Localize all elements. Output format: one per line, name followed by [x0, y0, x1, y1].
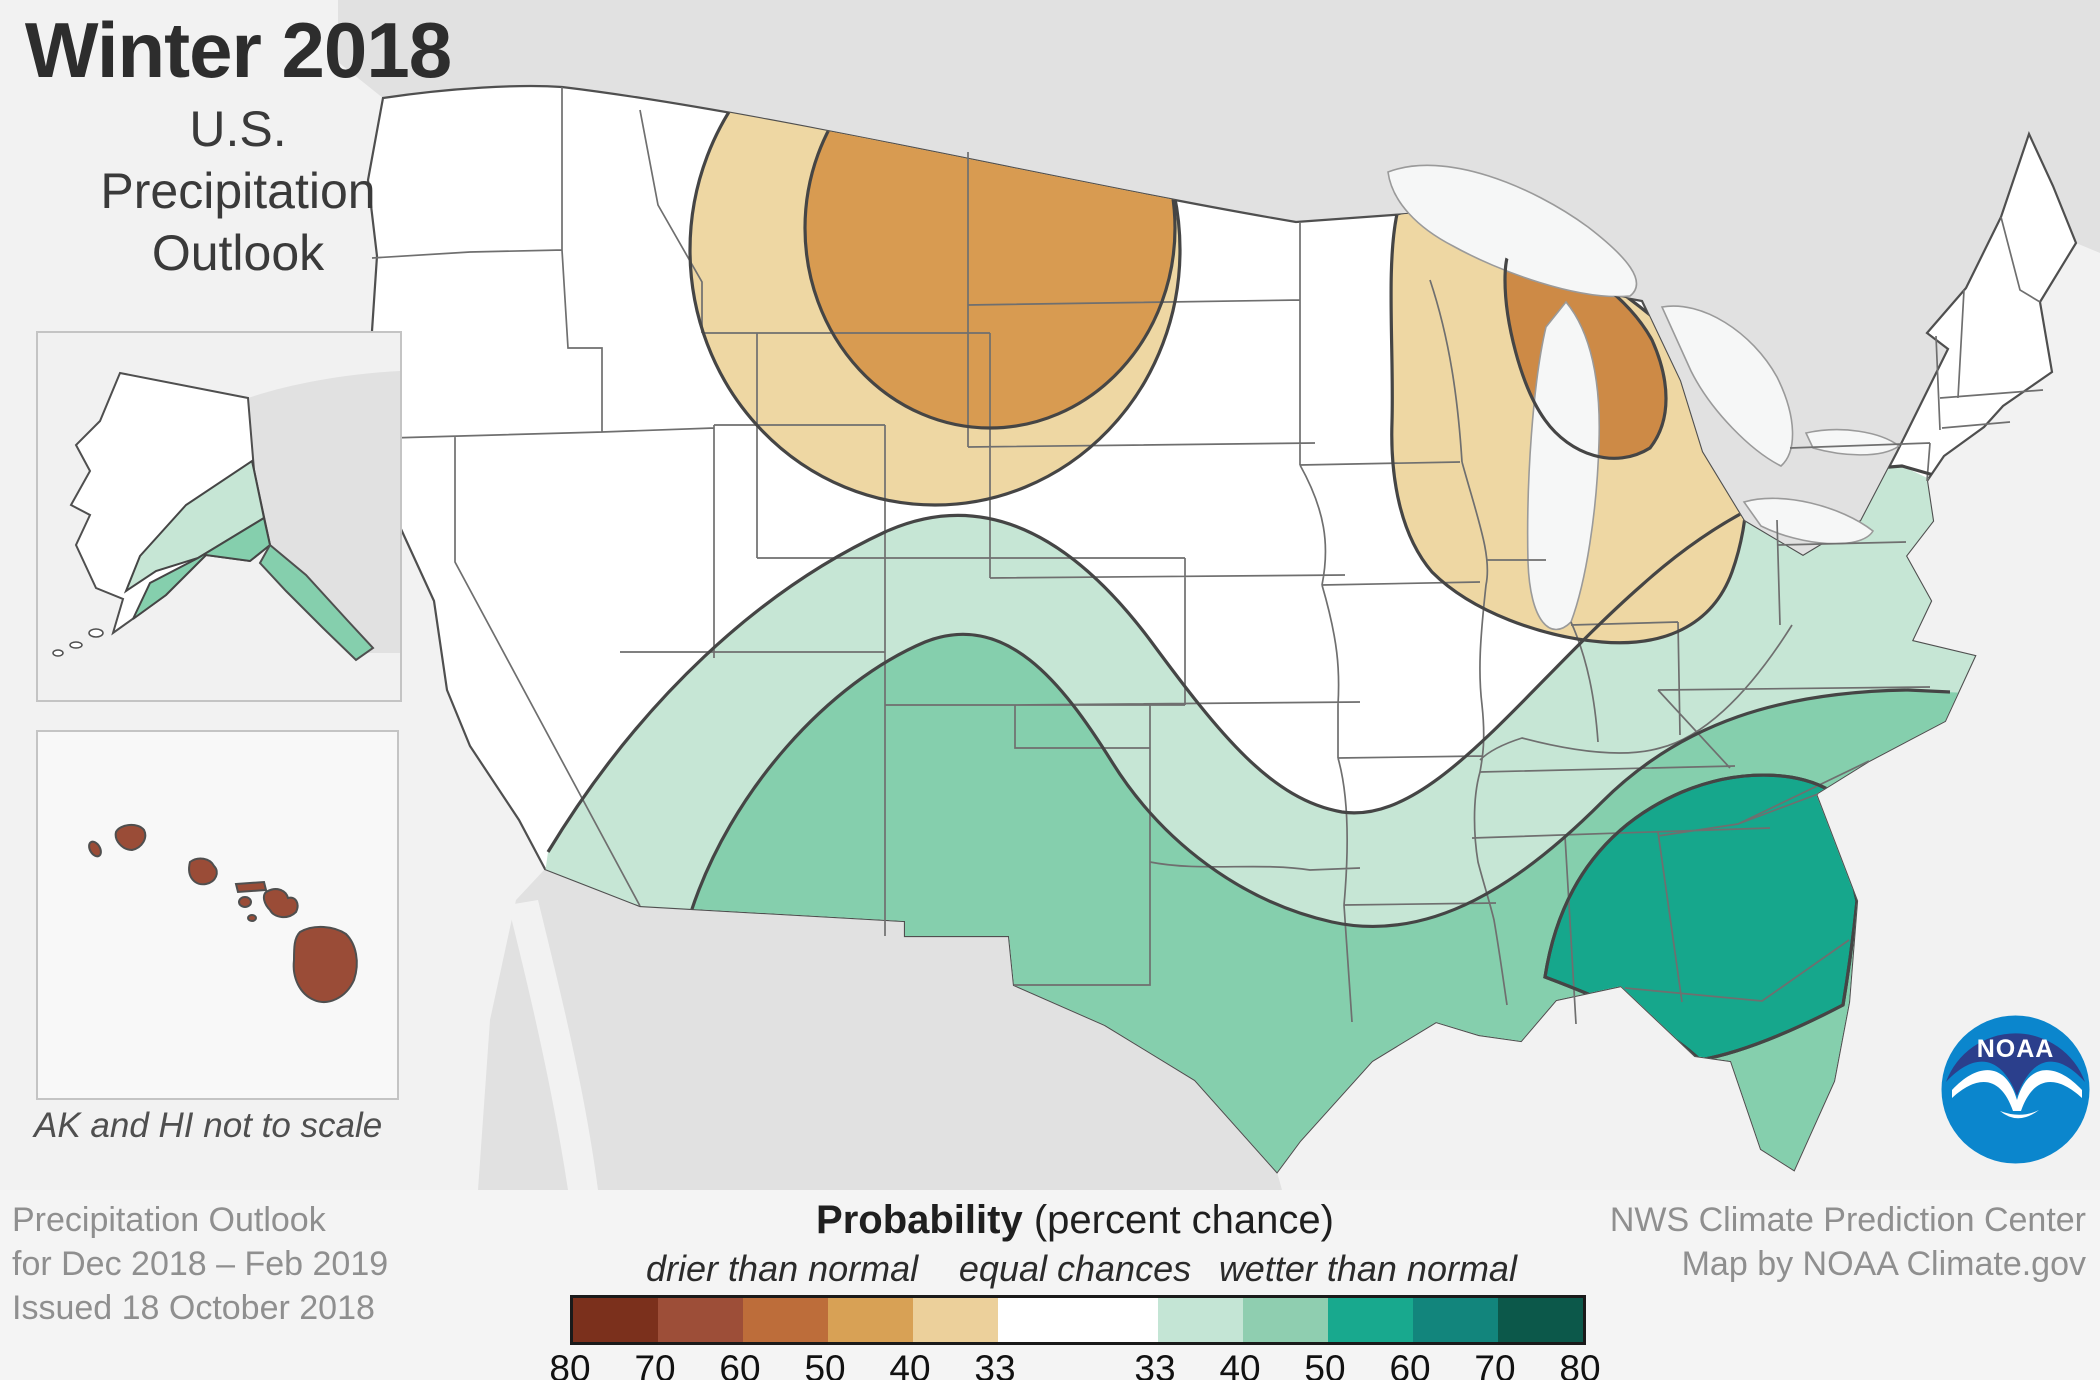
legend-tick: 60	[1389, 1348, 1431, 1380]
noaa-logo-gull-body	[2000, 1110, 2039, 1119]
contour-dry-40-plains	[803, 86, 1177, 430]
legend-label-equal: equal chances	[958, 1248, 1192, 1289]
legend-title: Probability (percent chance)	[816, 1198, 1334, 1243]
footer-right-line1: NWS Climate Prediction Center	[1609, 1201, 2086, 1239]
hawaii-inset-background	[38, 732, 397, 1098]
aleutian-islands	[52, 628, 104, 657]
title-block: Winter 2018 U.S. Precipitation Outlook	[18, 6, 458, 284]
legend-label-wetter: wetter than normal	[1218, 1248, 1517, 1289]
mexico-landmass	[478, 869, 1282, 1190]
legend-tick: 33	[974, 1348, 1016, 1380]
inset-caption: AK and HI not to scale	[34, 1106, 383, 1145]
footer-left-line3: Issued 18 October 2018	[12, 1289, 375, 1327]
legend-tick: 60	[719, 1348, 761, 1380]
legend-tick: 80	[1559, 1348, 1601, 1380]
hawaiian-islands-dry	[88, 824, 358, 1003]
page-subtitle-line2: Precipitation	[100, 162, 376, 219]
alaska-inset-map	[38, 333, 400, 700]
state-borders	[371, 87, 2044, 1025]
legend-tick: 80	[549, 1348, 591, 1380]
legend-segment	[658, 1298, 743, 1342]
lake-huron	[1660, 305, 1794, 467]
page-subtitle-line3: Outlook	[151, 224, 325, 281]
legend-tick: 50	[1304, 1348, 1346, 1380]
footer-left-line1: Precipitation Outlook	[12, 1201, 326, 1239]
alaska-region-wet-33	[123, 459, 266, 594]
legend-segment	[743, 1298, 828, 1342]
noaa-logo-text: NOAA	[1977, 1035, 2055, 1063]
alaska-inset-frame	[36, 331, 402, 702]
legend-segment	[573, 1298, 658, 1342]
legend-segment	[828, 1298, 913, 1342]
legend-segment	[998, 1298, 1158, 1342]
gulf-of-california	[508, 900, 598, 1190]
legend-ticks: 80 70 60 50 40 33 33 40 50 60 70 80	[549, 1348, 1600, 1380]
us-precipitation-map	[338, 0, 2100, 1190]
legend-title-bold: Probability	[816, 1198, 1023, 1242]
legend-tick: 33	[1134, 1348, 1176, 1380]
legend-colorbar	[570, 1295, 1586, 1345]
lake-superior	[1387, 164, 1638, 298]
legend-tick: 40	[1219, 1348, 1261, 1380]
legend-qualifiers: drier than normal equal chances wetter t…	[570, 1248, 1580, 1289]
alaska-region-wet-40	[132, 516, 272, 620]
bottom-strip: Precipitation Outlook for Dec 2018 – Feb…	[0, 1190, 2100, 1380]
hawaii-inset-frame	[36, 730, 399, 1100]
legend-label-drier: drier than normal	[646, 1248, 919, 1289]
lake-erie	[1742, 497, 1875, 545]
alaska-panhandle-wet-40	[258, 543, 375, 662]
island-niihau	[88, 840, 102, 858]
noaa-logo: NOAA	[1941, 1015, 2090, 1164]
island-oahu	[188, 857, 218, 886]
noaa-logo-gull-icon	[1952, 1070, 2082, 1111]
legend-segment	[1498, 1298, 1583, 1342]
lake-ontario	[1804, 428, 1901, 456]
probability-legend: Probability (percent chance) drier than …	[549, 1190, 1600, 1380]
legend-segment	[1243, 1298, 1328, 1342]
page-title: Winter 2018	[24, 6, 452, 94]
island-molokai	[234, 880, 268, 894]
island-kauai	[114, 824, 147, 852]
footer-right-line2: Map by NOAA Climate.gov	[1681, 1245, 2086, 1283]
contour-wet-40	[688, 632, 1951, 928]
footer-left-line2: for Dec 2018 – Feb 2019	[12, 1245, 389, 1283]
footer-credits: NWS Climate Prediction Center Map by NOA…	[1610, 1198, 2086, 1286]
hawaii-inset-map	[38, 732, 397, 1098]
noaa-logo-top	[1946, 1033, 2085, 1096]
island-kahoolawe	[247, 914, 257, 922]
contour-wet-33	[546, 464, 1945, 853]
legend-tick: 40	[889, 1348, 931, 1380]
legend-segment	[1328, 1298, 1413, 1342]
contour-dry-40-michigan	[1503, 238, 1668, 460]
legend-segment	[1413, 1298, 1498, 1342]
canada-inset-landmass	[248, 371, 400, 653]
island-hawaii	[292, 926, 358, 1003]
great-lakes	[1387, 164, 1901, 631]
island-lanai	[238, 896, 252, 908]
page-subtitle-line1: U.S.	[189, 100, 287, 157]
legend-tick: 70	[634, 1348, 676, 1380]
canada-landmass	[338, 0, 2100, 556]
footer-issuance-info: Precipitation Outlook for Dec 2018 – Feb…	[12, 1198, 388, 1330]
legend-segment	[1158, 1298, 1243, 1342]
legend-tick: 50	[804, 1348, 846, 1380]
island-maui	[262, 888, 299, 918]
legend-segment	[913, 1298, 998, 1342]
legend-tick: 70	[1474, 1348, 1516, 1380]
legend-title-rest: (percent chance)	[1022, 1198, 1334, 1242]
contour-dry-33-plains	[688, 86, 1182, 507]
